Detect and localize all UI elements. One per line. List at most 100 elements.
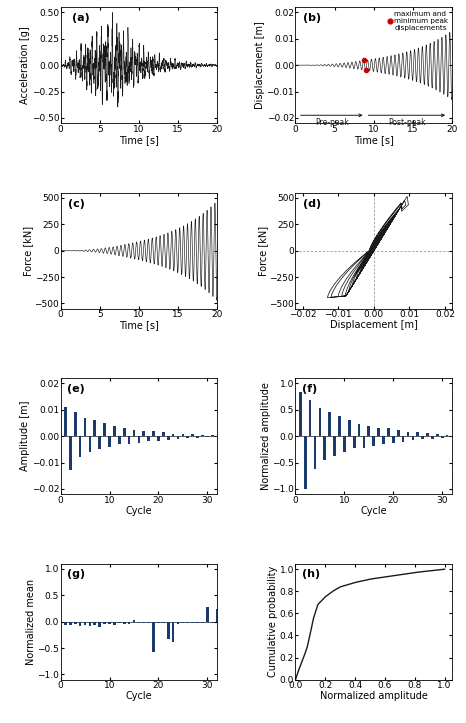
Bar	[143, 622, 145, 623]
Bar	[89, 622, 91, 626]
Bar	[201, 622, 204, 623]
Text: (a): (a)	[72, 13, 89, 23]
Bar	[348, 420, 350, 436]
Y-axis label: Force [kN]: Force [kN]	[23, 226, 33, 275]
Bar	[172, 622, 174, 642]
Bar	[137, 622, 140, 623]
Bar	[411, 436, 414, 440]
Bar	[162, 432, 164, 436]
Bar	[94, 420, 96, 436]
Text: (c): (c)	[69, 199, 85, 208]
Bar	[441, 436, 444, 438]
Bar	[216, 436, 219, 437]
Bar	[382, 436, 385, 444]
Text: (e): (e)	[67, 384, 85, 394]
X-axis label: Cycle: Cycle	[125, 506, 152, 516]
Y-axis label: Acceleration [g]: Acceleration [g]	[20, 26, 30, 104]
Bar	[182, 434, 184, 436]
Bar	[368, 426, 370, 436]
Bar	[353, 436, 356, 448]
Text: Pre-peak: Pre-peak	[315, 118, 349, 127]
Text: Post-peak: Post-peak	[388, 118, 425, 127]
Bar	[118, 622, 121, 623]
Bar	[157, 436, 160, 441]
Bar	[407, 432, 409, 436]
Bar	[118, 436, 121, 444]
Bar	[417, 432, 419, 436]
Bar	[167, 622, 170, 638]
Y-axis label: Amplitude [m]: Amplitude [m]	[20, 401, 30, 471]
Bar	[69, 436, 72, 471]
Bar	[377, 428, 380, 436]
Bar	[329, 412, 331, 436]
Text: (b): (b)	[303, 13, 322, 23]
Bar	[192, 434, 194, 436]
Bar	[98, 436, 101, 449]
Bar	[84, 418, 86, 436]
Y-axis label: Displacement [m]: Displacement [m]	[255, 21, 265, 109]
Bar	[152, 431, 155, 436]
Bar	[392, 436, 395, 443]
Bar	[157, 622, 160, 623]
Bar	[98, 622, 101, 627]
Bar	[79, 622, 82, 626]
Bar	[192, 622, 194, 623]
Bar	[446, 435, 448, 436]
Bar	[206, 607, 209, 622]
Bar	[128, 436, 130, 444]
Bar	[314, 436, 316, 469]
Bar	[358, 424, 360, 436]
Bar	[216, 609, 219, 622]
Bar	[89, 436, 91, 452]
Bar	[196, 622, 199, 623]
Bar	[143, 431, 145, 436]
Bar	[147, 436, 150, 442]
Bar	[436, 434, 439, 436]
Bar	[123, 428, 125, 436]
Bar	[74, 622, 76, 624]
Bar	[319, 408, 321, 436]
Bar	[108, 436, 111, 447]
Text: (g): (g)	[67, 570, 85, 580]
Bar	[113, 622, 116, 625]
Bar	[372, 436, 375, 446]
Bar	[431, 436, 434, 439]
Bar	[206, 436, 209, 437]
Bar	[64, 622, 67, 625]
Bar	[113, 426, 116, 436]
Bar	[133, 429, 135, 436]
Bar	[201, 435, 204, 436]
Bar	[211, 622, 213, 623]
Bar	[162, 622, 164, 623]
Text: (f): (f)	[302, 384, 317, 394]
Bar	[451, 436, 453, 437]
Bar	[147, 622, 150, 623]
Bar	[186, 436, 189, 438]
Bar	[186, 622, 189, 623]
Bar	[338, 416, 341, 436]
X-axis label: Time [s]: Time [s]	[354, 135, 394, 145]
Y-axis label: Cumulative probability: Cumulative probability	[268, 566, 278, 677]
Y-axis label: Normalized amplitude: Normalized amplitude	[261, 382, 271, 490]
Bar	[304, 436, 307, 489]
Bar	[309, 400, 311, 436]
Bar	[177, 436, 179, 439]
X-axis label: Time [s]: Time [s]	[119, 135, 159, 145]
Bar	[69, 622, 72, 625]
Text: (d): (d)	[303, 199, 322, 208]
Bar	[421, 436, 424, 440]
Bar	[123, 622, 125, 624]
Bar	[182, 622, 184, 623]
Bar	[196, 436, 199, 437]
Bar	[299, 392, 302, 436]
Bar	[333, 436, 336, 456]
Bar	[137, 436, 140, 442]
Legend: maximum and
minimum peak
displacements: maximum and minimum peak displacements	[389, 11, 448, 31]
Y-axis label: Force [kN]: Force [kN]	[258, 226, 268, 275]
Bar	[133, 620, 135, 622]
Bar	[167, 436, 170, 440]
Bar	[103, 622, 106, 624]
Bar	[103, 423, 106, 436]
Bar	[108, 622, 111, 624]
Bar	[426, 433, 429, 436]
